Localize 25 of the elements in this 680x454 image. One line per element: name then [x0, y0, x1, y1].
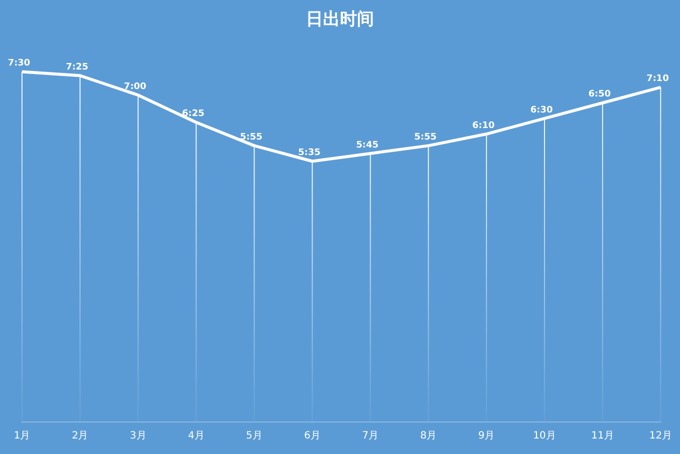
x-tick-label: 9月 [478, 430, 495, 442]
x-tick-label: 2月 [72, 430, 88, 442]
data-label: 7:00 [124, 82, 146, 92]
x-tick-label: 8月 [420, 430, 437, 442]
data-label: 5:45 [356, 140, 379, 150]
x-tick-label: 7月 [362, 430, 379, 442]
data-label: 7:10 [646, 74, 669, 84]
x-tick-label: 1月 [14, 430, 30, 442]
data-label: 7:25 [66, 62, 88, 72]
data-label: 6:25 [182, 109, 204, 120]
x-tick-label: 5月 [246, 430, 262, 442]
data-label: 7:30 [8, 58, 30, 69]
data-label: 6:10 [472, 120, 495, 131]
x-tick-label: 10月 [533, 430, 556, 442]
data-label: 5:55 [240, 132, 262, 143]
data-label: 6:50 [588, 90, 611, 100]
x-tick-label: 11月 [591, 430, 614, 442]
chart-title: 日出时间 [306, 10, 374, 30]
data-label: 5:55 [414, 132, 437, 143]
x-tick-label: 12月 [649, 430, 672, 442]
x-tick-label: 6月 [304, 430, 320, 442]
data-label: 5:35 [298, 148, 320, 158]
data-label: 6:30 [530, 105, 553, 116]
x-tick-label: 3月 [130, 430, 146, 442]
x-tick-label: 4月 [188, 430, 204, 442]
